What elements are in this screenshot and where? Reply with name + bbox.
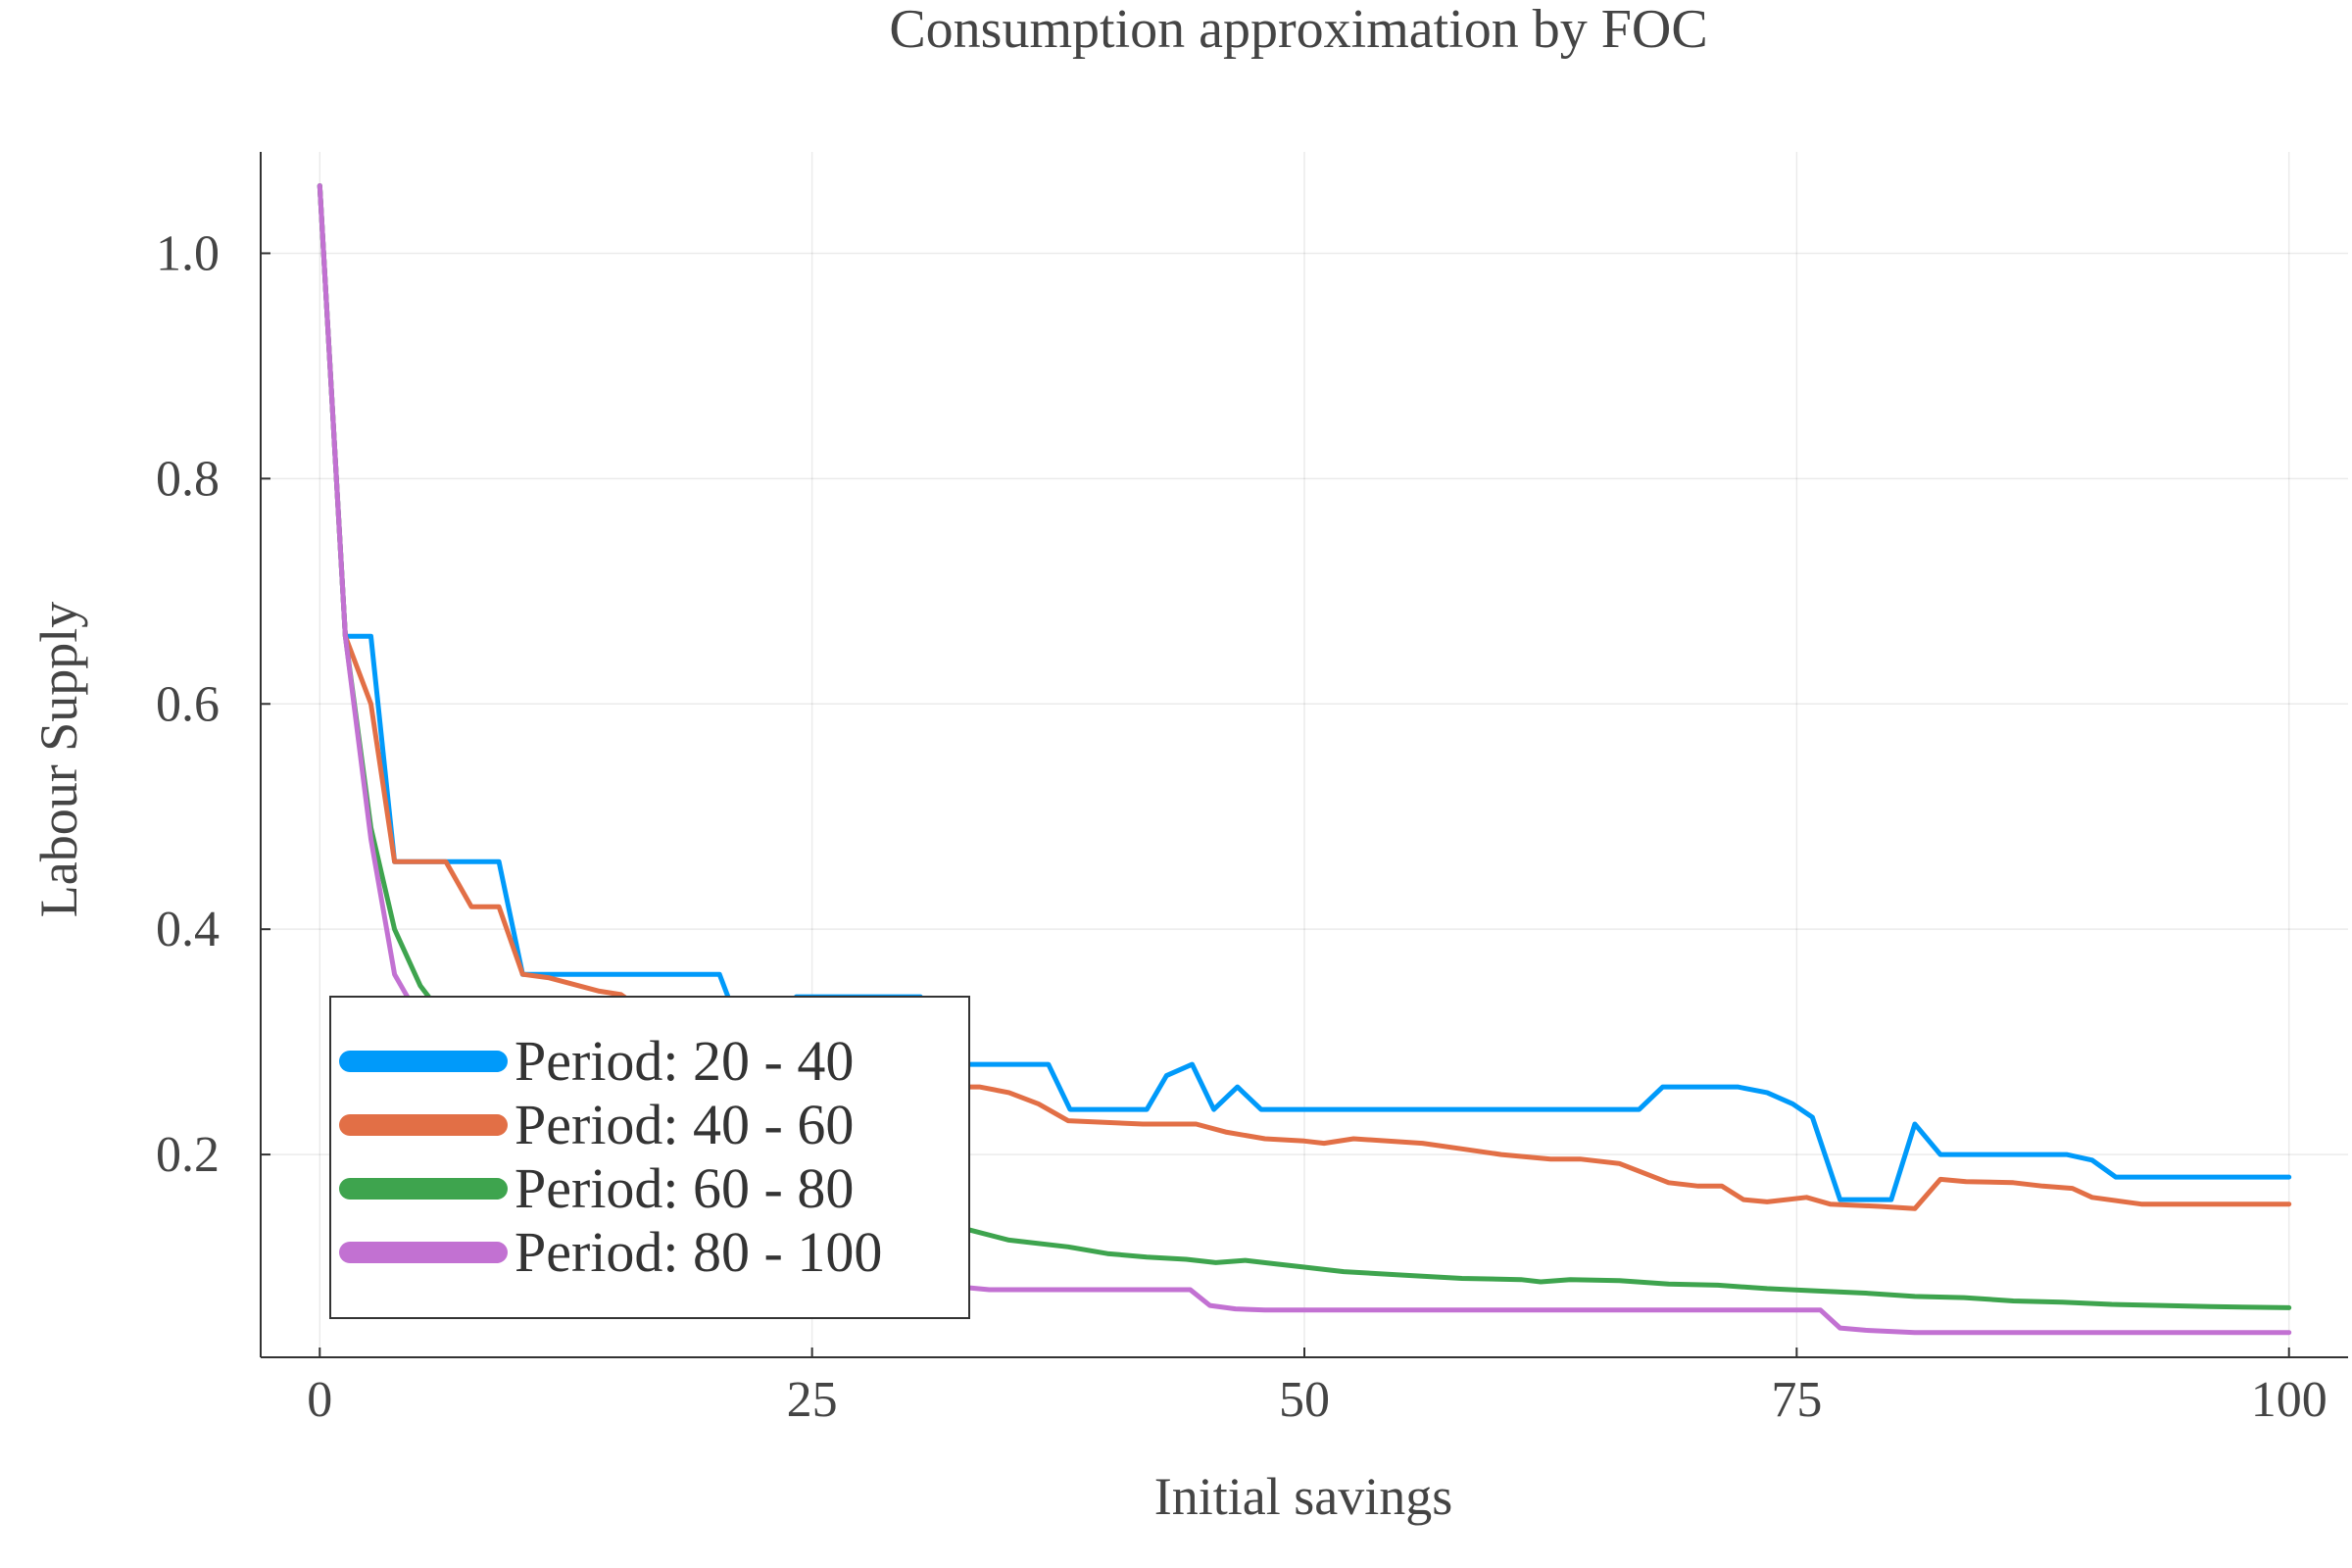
- axes: [260, 152, 2348, 1358]
- legend-label: Period: 60 - 80: [514, 1156, 854, 1220]
- x-tick-labels: 0 25 50 75 100: [307, 1372, 2327, 1428]
- x-tick-label: 50: [1279, 1372, 1330, 1428]
- y-tick-labels: 0.2 0.4 0.6 0.8 1.0: [156, 225, 220, 1183]
- series-line-1: [317, 183, 2292, 1202]
- x-axis-title: Initial savings: [1154, 1467, 1452, 1526]
- x-tick-label: 75: [1771, 1372, 1822, 1428]
- x-tick-label: 25: [787, 1372, 838, 1428]
- y-tick-label: 0.2: [156, 1127, 220, 1183]
- y-axis-title: Labour Supply: [29, 602, 88, 917]
- y-tick-label: 0.6: [156, 676, 220, 732]
- y-tick-label: 0.4: [156, 902, 220, 957]
- x-tick-label: 0: [307, 1372, 332, 1428]
- legend-label: Period: 80 - 100: [514, 1220, 882, 1284]
- y-tick-label: 0.8: [156, 451, 220, 507]
- chart-title: Consumption approximation by FOC: [889, 0, 1707, 60]
- series-line-2: [317, 183, 2292, 1211]
- legend-box: [329, 996, 970, 1319]
- legend-label: Period: 40 - 60: [514, 1093, 854, 1156]
- y-tick-label: 1.0: [156, 225, 220, 281]
- x-tick-label: 100: [2251, 1372, 2328, 1428]
- legend-label: Period: 20 - 40: [514, 1029, 854, 1093]
